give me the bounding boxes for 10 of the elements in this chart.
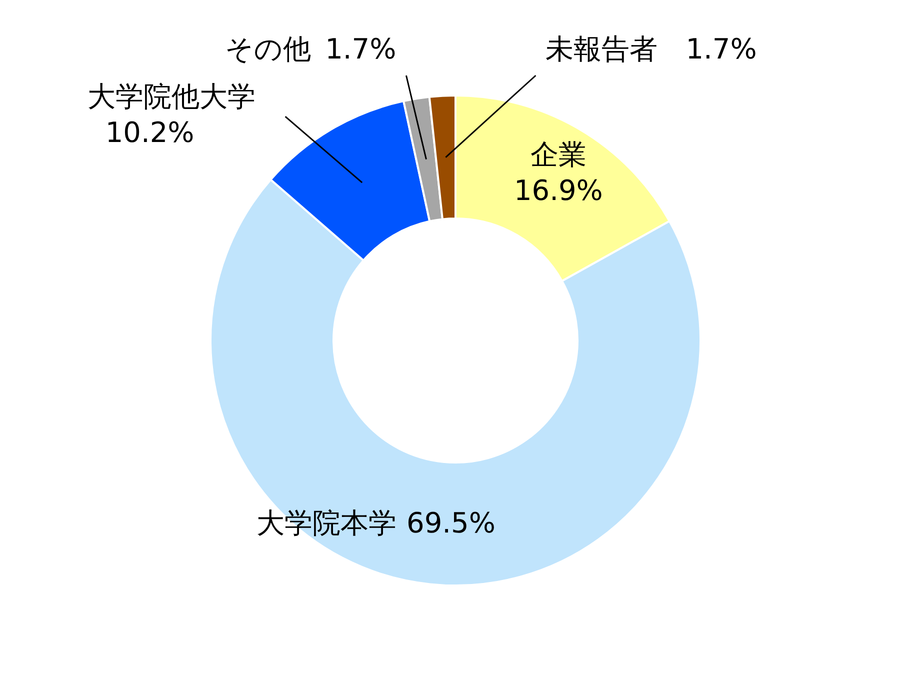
data-label: 1.7% [686,32,757,66]
slice-label: 大学院本学 [256,506,397,540]
slice-label: 大学院他大学 [87,80,256,114]
slice-label: その他 [225,32,312,66]
slice-label: 未報告者 [546,32,658,66]
slice-label: 企業 [530,138,586,171]
data-label: 69.5% [406,506,496,540]
data-label: 1.7% [325,32,396,66]
data-label: 10.2% [105,116,194,150]
data-label: 16.9% [514,174,603,207]
